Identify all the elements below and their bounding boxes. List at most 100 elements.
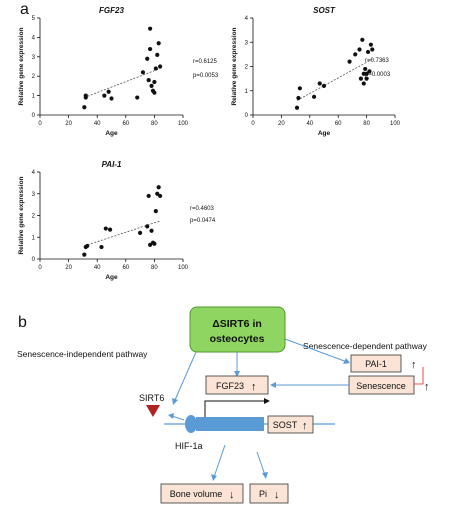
x-tick-label: 0 <box>251 121 255 127</box>
left-pathway-label: Senescence-independent pathway <box>17 349 148 359</box>
data-point <box>294 105 300 110</box>
y-tick-label: 3 <box>32 55 36 61</box>
data-point <box>158 193 163 199</box>
data-point <box>152 90 157 95</box>
pi-label: Pi <box>259 489 267 499</box>
sost-up-arrow: ↑ <box>302 420 308 432</box>
data-point <box>353 52 358 57</box>
arrow-to-sirt6 <box>174 351 197 401</box>
arrowhead-bone-volume <box>211 474 217 481</box>
data-point <box>148 242 153 247</box>
y-tick-label: 2 <box>32 74 36 80</box>
data-point <box>368 42 373 47</box>
sost-box <box>267 415 314 434</box>
x-axis-label: Age <box>318 130 331 137</box>
senescence-up-arrow: ↑ <box>424 381 430 393</box>
hif1a-label: HIF-1a <box>175 441 203 451</box>
y-tick-label: 2 <box>32 214 36 220</box>
pathway-diagram: ΔSIRT6 in osteocytes Senescence-independ… <box>17 306 430 504</box>
trend-line <box>84 68 161 98</box>
x-tick-label: 40 <box>94 121 101 127</box>
data-point <box>145 224 150 229</box>
gene-body <box>196 417 264 431</box>
senescence-label: Senescence <box>356 381 406 391</box>
arrowhead-pai1 <box>343 358 350 364</box>
data-point <box>158 64 163 69</box>
x-tick-label: 20 <box>65 121 72 127</box>
x-axis-label: Age <box>105 130 118 137</box>
data-point <box>102 93 107 98</box>
data-point <box>145 56 150 61</box>
data-point <box>363 66 368 72</box>
y-tick-label: 4 <box>32 35 36 41</box>
data-point <box>99 244 104 250</box>
senescence-to-pai1-arrow <box>414 367 424 385</box>
data-point <box>107 227 113 232</box>
data-point <box>317 81 322 86</box>
data-point <box>146 193 151 199</box>
y-tick-label: 3 <box>32 192 36 198</box>
data-point <box>358 76 364 81</box>
y-tick-label: 1 <box>32 235 36 241</box>
sirt6-marker <box>146 405 160 417</box>
y-axis-label: Relative gene expression <box>231 27 238 105</box>
x-tick-label: 100 <box>178 265 189 271</box>
y-tick-label: 5 <box>32 16 36 22</box>
correlation-r: r=0.7363 <box>365 58 390 64</box>
data-point <box>140 70 146 75</box>
data-point <box>148 26 153 31</box>
x-tick-label: 100 <box>178 121 189 127</box>
data-point <box>155 52 160 57</box>
x-tick-label: 20 <box>65 265 72 271</box>
data-point <box>364 76 369 81</box>
data-point <box>138 230 143 235</box>
arrowhead-senescence-fgf23 <box>270 382 276 388</box>
data-point <box>311 94 317 99</box>
pai1-box <box>350 354 402 373</box>
data-point <box>149 83 154 88</box>
x-tick-label: 40 <box>306 121 313 127</box>
arrowhead-gene-sirt6 <box>168 413 174 419</box>
x-tick-label: 0 <box>38 121 42 127</box>
data-point <box>361 81 366 86</box>
data-point <box>153 66 158 71</box>
data-point <box>360 37 365 42</box>
sirt6-label: SIRT6 <box>139 393 164 403</box>
y-tick-label: 0 <box>32 257 36 263</box>
data-point <box>152 79 157 85</box>
data-point <box>109 96 114 101</box>
panel-b-label: b <box>18 314 27 331</box>
x-tick-label: 60 <box>335 121 342 127</box>
data-point <box>297 86 302 91</box>
arrow-to-bone-volume <box>213 444 226 478</box>
data-point <box>156 185 161 190</box>
sirt6-knockout-line1: ΔSIRT6 in <box>212 318 262 330</box>
pi-box <box>249 483 289 504</box>
x-tick-label: 60 <box>122 265 129 271</box>
data-point <box>82 105 87 110</box>
x-tick-label: 40 <box>94 265 101 271</box>
data-point <box>357 47 362 52</box>
correlation-r: r=0.4603 <box>190 206 215 212</box>
hif1a-factor <box>185 415 197 433</box>
arrowhead-fgf23 <box>234 371 240 377</box>
data-point <box>83 93 88 98</box>
data-point <box>296 95 301 101</box>
y-tick-label: 0 <box>32 113 36 119</box>
x-tick-label: 80 <box>363 121 370 127</box>
bone-volume-label: Bone volume <box>170 489 223 499</box>
data-point <box>85 243 90 249</box>
y-tick-label: 1 <box>245 89 249 95</box>
fgf23-box <box>205 375 269 395</box>
correlation-r: r=0.6125 <box>193 59 218 65</box>
sost-label: SOST <box>273 420 298 430</box>
x-tick-label: 80 <box>151 121 158 127</box>
y-tick-label: 4 <box>32 170 36 176</box>
right-pathway-label: Senescence-dependent pathway <box>303 341 428 351</box>
arrow-to-sirt6-from-gene <box>171 415 185 421</box>
data-point <box>347 59 352 64</box>
data-point <box>365 49 371 55</box>
trend-line <box>84 220 161 247</box>
chart-title: SOST <box>313 6 336 15</box>
arrowhead-sirt6 <box>172 398 178 405</box>
